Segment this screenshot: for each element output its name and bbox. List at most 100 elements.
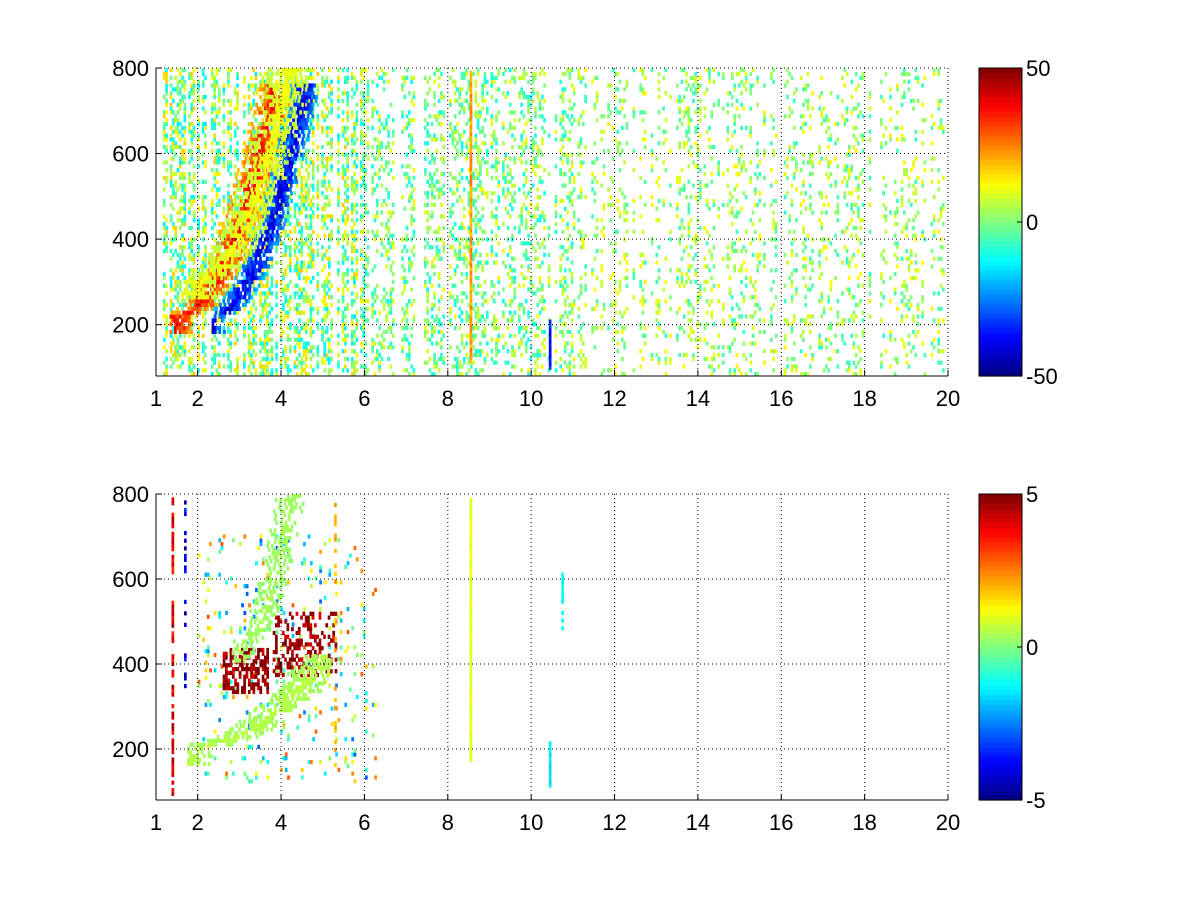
heatmap-cell — [754, 341, 757, 346]
heatmap-cell — [197, 329, 200, 334]
heatmap-cell — [190, 141, 194, 146]
heatmap-cell — [217, 202, 221, 207]
heatmap-cell — [197, 325, 200, 331]
heatmap-cell — [165, 160, 168, 165]
heatmap-cell — [181, 98, 184, 104]
heatmap-cell — [172, 187, 175, 192]
heatmap-cell — [250, 310, 253, 315]
heatmap-cell — [268, 372, 271, 377]
heatmap-cell — [190, 202, 194, 207]
heatmap-cell — [460, 272, 464, 277]
heatmap-cell — [449, 98, 452, 104]
heatmap-cell — [201, 152, 205, 157]
heatmap-cell — [321, 114, 324, 119]
heatmap-cell — [243, 306, 246, 311]
heatmap-cell — [655, 260, 659, 265]
heatmap-cell — [410, 206, 413, 211]
heatmap-cell — [289, 345, 292, 350]
heatmap-cell — [233, 164, 237, 169]
heatmap-cell — [266, 364, 269, 369]
heatmap-cell — [495, 345, 498, 350]
heatmap-cell — [737, 172, 741, 177]
heatmap-cell — [497, 275, 501, 281]
heatmap-cell — [293, 291, 297, 296]
heatmap-cell — [534, 291, 537, 296]
heatmap-cell — [451, 295, 455, 300]
heatmap-cell — [456, 183, 459, 188]
heatmap-cell — [751, 83, 755, 88]
heatmap-cell — [742, 68, 746, 73]
heatmap-cell — [254, 75, 258, 80]
heatmap-cell — [337, 137, 340, 142]
heatmap-cell — [252, 299, 255, 304]
heatmap-cell — [215, 152, 219, 157]
heatmap-cell — [710, 287, 714, 292]
heatmap-cell — [756, 102, 759, 107]
heatmap-cell — [229, 145, 233, 150]
heatmap-cell — [534, 222, 537, 227]
heatmap-cell — [263, 302, 267, 308]
heatmap-cell — [430, 121, 434, 127]
heatmap-cell — [577, 295, 581, 300]
heatmap-cell — [233, 198, 237, 204]
heatmap-cell — [201, 349, 205, 354]
heatmap-cell — [375, 145, 379, 150]
heatmap-cell — [513, 268, 517, 273]
heatmap-cell — [751, 314, 755, 319]
heatmap-cell — [247, 341, 251, 346]
heatmap-cell — [266, 225, 269, 231]
heatmap-cell — [584, 364, 587, 369]
heatmap-cell — [353, 187, 356, 192]
heatmap-cell — [309, 329, 313, 334]
heatmap-cell — [593, 306, 597, 311]
heatmap-cell — [295, 260, 299, 265]
heatmap-cell — [266, 291, 269, 296]
heatmap-cell — [183, 118, 187, 123]
heatmap-cell — [570, 345, 574, 350]
heatmap-cell — [742, 164, 746, 169]
heatmap-cell — [474, 372, 478, 377]
heatmap-cell — [243, 329, 246, 334]
heatmap-cell — [227, 129, 230, 134]
heatmap-cell — [563, 275, 567, 281]
heatmap-cell — [440, 356, 443, 362]
heatmap-cell — [442, 287, 446, 292]
heatmap-cell — [252, 114, 255, 119]
heatmap-cell — [403, 206, 407, 211]
heatmap-cell — [309, 248, 313, 254]
heatmap-cell — [183, 245, 187, 250]
heatmap-cell — [323, 318, 327, 323]
heatmap-cell — [490, 114, 494, 119]
heatmap-cell — [433, 133, 436, 138]
heatmap-cell — [192, 364, 196, 369]
heatmap-cell — [657, 245, 661, 250]
heatmap-cell — [360, 214, 363, 219]
heatmap-cell — [408, 118, 411, 123]
heatmap-cell — [350, 133, 354, 138]
heatmap-cell — [520, 352, 523, 358]
heatmap-cell — [307, 341, 310, 346]
heatmap-cell — [595, 98, 599, 104]
heatmap-cell — [289, 368, 292, 373]
heatmap-cell — [227, 195, 230, 200]
heatmap-cell — [165, 233, 168, 238]
heatmap-cell — [522, 71, 526, 77]
heatmap-cell — [508, 202, 512, 207]
heatmap-cell — [559, 148, 562, 154]
heatmap-cell — [591, 272, 594, 277]
heatmap-cell — [263, 306, 267, 311]
heatmap-cell — [749, 279, 753, 285]
heatmap-cell — [754, 372, 757, 377]
heatmap-cell — [330, 233, 333, 238]
heatmap-cell — [403, 337, 407, 342]
heatmap-cell — [492, 325, 496, 331]
heatmap-cell — [412, 202, 416, 207]
heatmap-cell — [233, 206, 237, 211]
heatmap-cell — [735, 183, 739, 188]
heatmap-cell — [295, 341, 299, 346]
heatmap-cell — [353, 172, 356, 177]
heatmap-cell — [474, 275, 478, 281]
heatmap-cell — [321, 156, 324, 161]
heatmap-cell — [726, 183, 730, 188]
heatmap-cell — [749, 175, 753, 181]
